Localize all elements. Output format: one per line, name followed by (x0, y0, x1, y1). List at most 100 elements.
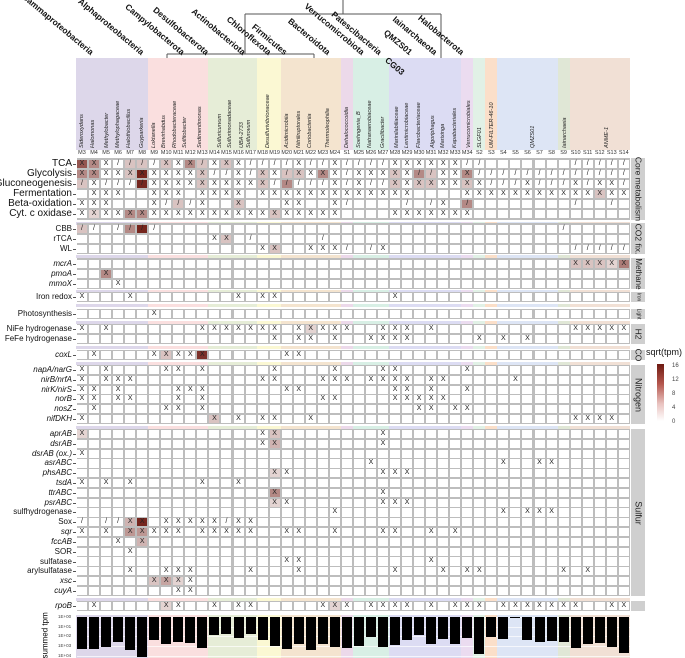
heatmap-cell[interactable] (125, 537, 136, 547)
heatmap-cell[interactable] (402, 234, 413, 244)
heatmap-cell[interactable] (305, 259, 316, 269)
heatmap-cell[interactable] (221, 601, 232, 611)
heatmap-cell[interactable] (305, 224, 316, 234)
heatmap-cell[interactable] (390, 404, 401, 414)
heatmap-cell[interactable] (317, 527, 328, 537)
gene-present-mark[interactable]: X (570, 414, 581, 424)
heatmap-cell[interactable] (125, 439, 136, 448)
gene-present-mark[interactable]: X (101, 269, 112, 279)
heatmap-cell[interactable] (185, 234, 196, 244)
heatmap-cell[interactable] (137, 586, 148, 596)
heatmap-cell[interactable] (329, 469, 340, 478)
heatmap-cell[interactable] (390, 199, 401, 209)
gene-partial-mark[interactable]: / (546, 179, 557, 189)
gene-present-mark[interactable]: X (462, 404, 473, 414)
heatmap-cell[interactable] (594, 429, 605, 439)
gene-present-mark[interactable]: X (305, 209, 316, 219)
gene-present-mark[interactable]: X (390, 189, 401, 199)
heatmap-cell[interactable] (378, 209, 388, 219)
heatmap-cell[interactable] (582, 478, 593, 488)
heatmap-cell[interactable] (329, 567, 340, 576)
heatmap-cell[interactable] (353, 518, 364, 527)
heatmap-cell[interactable] (77, 577, 87, 586)
heatmap-cell[interactable] (558, 209, 569, 219)
heatmap-cell[interactable] (173, 375, 184, 385)
gene-present-mark[interactable]: X (522, 601, 533, 611)
gene-present-mark[interactable]: X (546, 601, 557, 611)
heatmap-cell[interactable] (221, 259, 232, 269)
heatmap-cell[interactable] (582, 508, 593, 517)
heatmap-cell[interactable] (245, 414, 256, 424)
gene-present-mark[interactable]: X (402, 394, 413, 404)
heatmap-cell[interactable] (257, 508, 268, 517)
heatmap-cell[interactable] (558, 577, 569, 586)
heatmap-cell[interactable] (197, 469, 208, 478)
heatmap-cell[interactable] (269, 527, 280, 537)
heatmap-cell[interactable] (209, 385, 220, 395)
heatmap-cell[interactable] (281, 508, 292, 517)
heatmap-cell[interactable] (426, 547, 437, 556)
heatmap-cell[interactable] (317, 439, 328, 448)
gene-partial-mark[interactable]: / (281, 179, 292, 189)
heatmap-cell[interactable] (173, 269, 184, 279)
gene-present-mark[interactable]: X (317, 375, 328, 385)
heatmap-cell[interactable] (534, 537, 545, 547)
heatmap-cell[interactable] (353, 279, 364, 289)
heatmap-cell[interactable] (89, 259, 100, 269)
heatmap-cell[interactable] (618, 429, 629, 439)
heatmap-cell[interactable] (498, 324, 509, 334)
heatmap-cell[interactable] (221, 244, 232, 254)
gene-present-mark[interactable]: X (221, 234, 232, 244)
heatmap-cell[interactable] (269, 601, 280, 611)
gene-present-mark[interactable]: X (390, 292, 401, 302)
heatmap-cell[interactable] (329, 224, 340, 234)
heatmap-cell[interactable] (450, 518, 461, 527)
heatmap-cell[interactable] (293, 498, 304, 507)
heatmap-cell[interactable] (534, 567, 545, 576)
gene-present-mark[interactable]: X (161, 365, 172, 375)
heatmap-cell[interactable] (378, 577, 388, 586)
heatmap-cell[interactable] (378, 404, 388, 414)
heatmap-cell[interactable] (365, 350, 376, 360)
heatmap-cell[interactable] (317, 350, 328, 360)
heatmap-cell[interactable] (570, 224, 581, 234)
heatmap-cell[interactable] (438, 429, 449, 439)
heatmap-cell[interactable] (365, 469, 376, 478)
gene-present-mark[interactable]: X (161, 601, 172, 611)
heatmap-cell[interactable] (281, 375, 292, 385)
heatmap-cell[interactable] (522, 498, 533, 507)
heatmap-cell[interactable] (438, 601, 449, 611)
heatmap-cell[interactable] (522, 567, 533, 576)
gene-present-mark[interactable]: X (462, 567, 473, 576)
heatmap-cell[interactable] (522, 577, 533, 586)
heatmap-cell[interactable] (426, 224, 437, 234)
heatmap-cell[interactable] (570, 429, 581, 439)
gene-present-mark[interactable]: X (570, 259, 581, 269)
gene-present-mark[interactable]: X (329, 189, 340, 199)
heatmap-cell[interactable] (353, 292, 364, 302)
heatmap-cell[interactable] (125, 459, 136, 468)
gene-present-mark[interactable]: X (558, 601, 569, 611)
heatmap-cell[interactable] (305, 234, 316, 244)
heatmap-cell[interactable] (365, 365, 376, 375)
heatmap-cell[interactable] (233, 385, 244, 395)
heatmap-cell[interactable] (353, 508, 364, 517)
heatmap-cell[interactable] (185, 537, 196, 547)
heatmap-cell[interactable] (245, 404, 256, 414)
gene-present-mark[interactable]: X (474, 179, 485, 189)
gene-present-mark[interactable]: X (101, 375, 112, 385)
gene-partial-mark[interactable]: / (582, 169, 593, 179)
heatmap-cell[interactable] (618, 279, 629, 289)
heatmap-cell[interactable] (606, 429, 617, 439)
heatmap-cell[interactable] (606, 439, 617, 448)
heatmap-cell[interactable] (245, 375, 256, 385)
gene-present-mark[interactable]: X (378, 429, 388, 439)
heatmap-cell[interactable] (510, 577, 521, 586)
heatmap-cell[interactable] (462, 478, 473, 488)
gene-present-mark[interactable]: X (594, 324, 605, 334)
heatmap-cell[interactable] (414, 478, 425, 488)
gene-present-mark[interactable]: X (390, 469, 401, 478)
gene-present-mark[interactable]: X (450, 404, 461, 414)
heatmap-cell[interactable] (546, 547, 557, 556)
heatmap-cell[interactable] (317, 449, 328, 458)
